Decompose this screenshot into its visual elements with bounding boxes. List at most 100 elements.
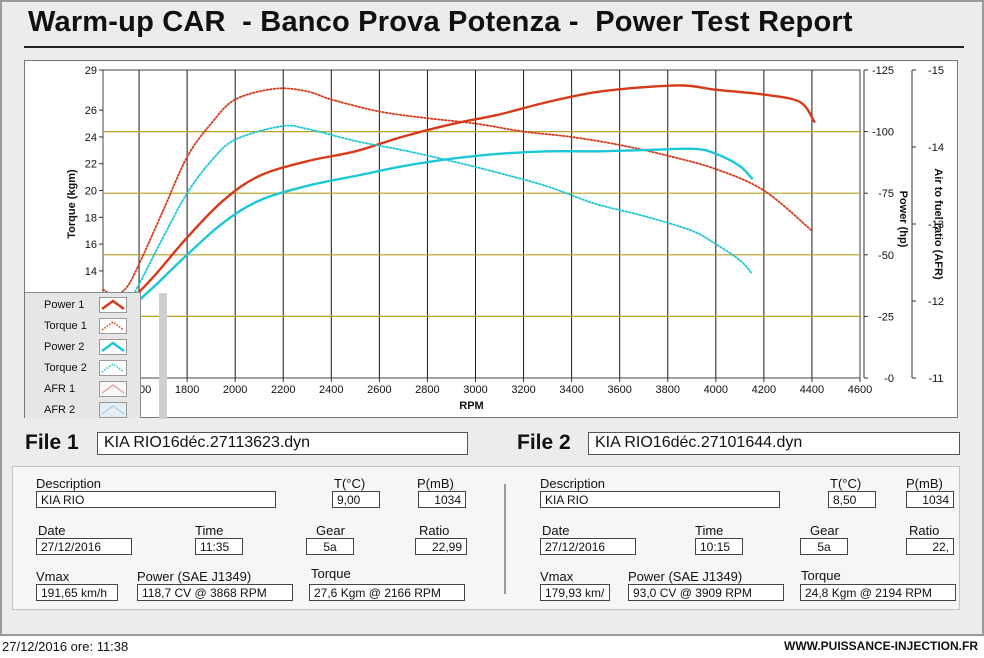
run-1-gear-label: Gear [316, 523, 345, 538]
run-1-power-label: Power (SAE J1349) [137, 569, 252, 584]
series-power-2 [101, 147, 754, 316]
x-tick-label: 3200 [511, 384, 535, 396]
legend-item-power-2[interactable]: Power 2 [25, 337, 141, 358]
run-1-vmax-label: Vmax [36, 569, 70, 584]
torque-tick-label: 29 [85, 65, 97, 77]
legend-label: Power 2 [44, 341, 85, 353]
run-2-temp-label: T(°C) [830, 476, 862, 491]
legend-label: Torque 2 [44, 362, 87, 374]
torque-axis-label: Torque (kgm) [66, 169, 78, 239]
chart-legend[interactable]: Power 1 Torque 1 Power 2 Torque 2 AFR 1 … [25, 292, 167, 421]
run-1-temp-label: T(°C) [334, 476, 366, 491]
torque-tick-label: 14 [85, 266, 97, 278]
legend-scrollbar[interactable] [159, 293, 167, 419]
legend-label: Power 1 [44, 299, 85, 311]
print-timestamp: 27/12/2016 ore: 11:38 [2, 639, 129, 654]
legend-item-torque-1[interactable]: Torque 1 [25, 316, 141, 337]
run-1-ratio-field[interactable]: 22,99 [415, 538, 467, 555]
x-tick-label: 3000 [463, 384, 487, 396]
legend-swatch-torque-2 [99, 360, 127, 376]
torque-tick-label: 20 [85, 186, 97, 198]
run-1-vmax-field[interactable]: 191,65 km/h [36, 584, 118, 601]
legend-item-power-1[interactable]: Power 1 [25, 295, 141, 316]
legend-item-afr-1[interactable]: AFR 1 [25, 379, 141, 400]
run-1-pressure-field[interactable]: 1034 [418, 491, 466, 508]
power-axis-label: Power (hp) [897, 191, 909, 248]
torque-tick-label: 22 [85, 159, 97, 171]
power-tick-label: -75 [878, 188, 894, 200]
x-tick-label: 3800 [656, 384, 680, 396]
run-2-date-label: Date [542, 523, 570, 538]
website-link[interactable]: WWW.PUISSANCE-INJECTION.FR [784, 639, 978, 653]
chart-axes [99, 69, 916, 382]
file-1-label: File 1 [25, 431, 79, 454]
run-2-vmax-label: Vmax [540, 569, 574, 584]
afr-tick-label: -15 [928, 65, 944, 77]
afr-tick-label: -14 [928, 142, 944, 154]
run-2-ratio-field[interactable]: 22, [906, 538, 954, 555]
power-tick-label: -25 [878, 311, 894, 323]
legend-swatch-torque-1 [99, 318, 127, 334]
afr-tick-label: -13 [928, 219, 944, 231]
legend-swatch-afr-1 [99, 381, 127, 397]
run-2-power-field[interactable]: 93,0 CV @ 3909 RPM [628, 584, 784, 601]
run-2-ratio-label: Ratio [909, 523, 940, 538]
run-2-gear-field[interactable]: 5a [800, 538, 848, 555]
chart-grid [102, 69, 861, 379]
run-2-date-field[interactable]: 27/12/2016 [540, 538, 636, 555]
x-tick-label: 2800 [415, 384, 439, 396]
run-2-gear-label: Gear [810, 523, 839, 538]
x-tick-label: 2000 [223, 384, 247, 396]
run-2-pressure-field[interactable]: 1034 [906, 491, 954, 508]
legend-swatch-power-2 [99, 339, 127, 355]
run-1-date-field[interactable]: 27/12/2016 [36, 538, 132, 555]
legend-item-torque-2[interactable]: Torque 2 [25, 358, 141, 379]
run-2-power-label: Power (SAE J1349) [628, 569, 743, 584]
x-tick-label: 2200 [271, 384, 295, 396]
run-1-torque-field[interactable]: 27,6 Kgm @ 2166 RPM [309, 584, 465, 601]
run-1-ratio-label: Ratio [419, 523, 450, 538]
title-underline [24, 46, 964, 48]
run-2-description-label: Description [540, 476, 606, 491]
legend-swatch-afr-2 [99, 402, 127, 418]
legend-label: AFR 2 [44, 404, 76, 416]
run-1-time-label: Time [195, 523, 224, 538]
file-2-label: File 2 [517, 431, 571, 454]
torque-tick-label: 18 [85, 212, 97, 224]
legend-item-afr-2[interactable]: AFR 2 [25, 400, 141, 421]
torque-tick-label: 26 [85, 105, 97, 117]
x-tick-label: 4200 [752, 384, 776, 396]
run-2-time-field[interactable]: 10:15 [695, 538, 743, 555]
afr-axis-label: Air to fuel ratio (AFR) [932, 168, 944, 280]
file-1-name-field[interactable]: KIA RIO16déc.27113623.dyn [97, 432, 468, 455]
x-tick-label: 4600 [848, 384, 872, 396]
run-1-pressure-label: P(mB) [417, 476, 454, 491]
run-1-temp-field[interactable]: 9,00 [332, 491, 380, 508]
run-2-vmax-field[interactable]: 179,93 km/ [540, 584, 610, 601]
x-tick-label: 3400 [559, 384, 583, 396]
x-tick-label: 3600 [607, 384, 631, 396]
run-2-torque-label: Torque [801, 568, 841, 583]
run-1-time-field[interactable]: 11:35 [195, 538, 243, 555]
series-power-1 [101, 84, 816, 311]
power-torque-chart: 1600180020002200240026002800300032003400… [66, 65, 944, 412]
chart-labels: 1600180020002200240026002800300032003400… [66, 65, 944, 412]
x-tick-label: 1800 [175, 384, 199, 396]
file-2-name-field[interactable]: KIA RIO16déc.27101644.dyn [588, 432, 960, 455]
run-2-pressure-label: P(mB) [906, 476, 943, 491]
run-1-power-field[interactable]: 118,7 CV @ 3868 RPM [137, 584, 293, 601]
run-1-description-field[interactable]: KIA RIO [36, 491, 276, 508]
x-tick-label: 2600 [367, 384, 391, 396]
power-tick-label: -125 [872, 65, 894, 77]
power-tick-label: -100 [872, 127, 894, 139]
run-2-torque-field[interactable]: 24,8 Kgm @ 2194 RPM [800, 584, 956, 601]
run-1-date-label: Date [38, 523, 66, 538]
afr-tick-label: -11 [928, 373, 943, 385]
run-2-description-field[interactable]: KIA RIO [540, 491, 780, 508]
run-2-temp-field[interactable]: 8,50 [828, 491, 876, 508]
legend-label: AFR 1 [44, 383, 76, 395]
run-1-gear-field[interactable]: 5a [306, 538, 354, 555]
x-tick-label: 4000 [704, 384, 728, 396]
torque-tick-label: 16 [85, 239, 97, 251]
power-tick-label: -50 [878, 250, 894, 262]
